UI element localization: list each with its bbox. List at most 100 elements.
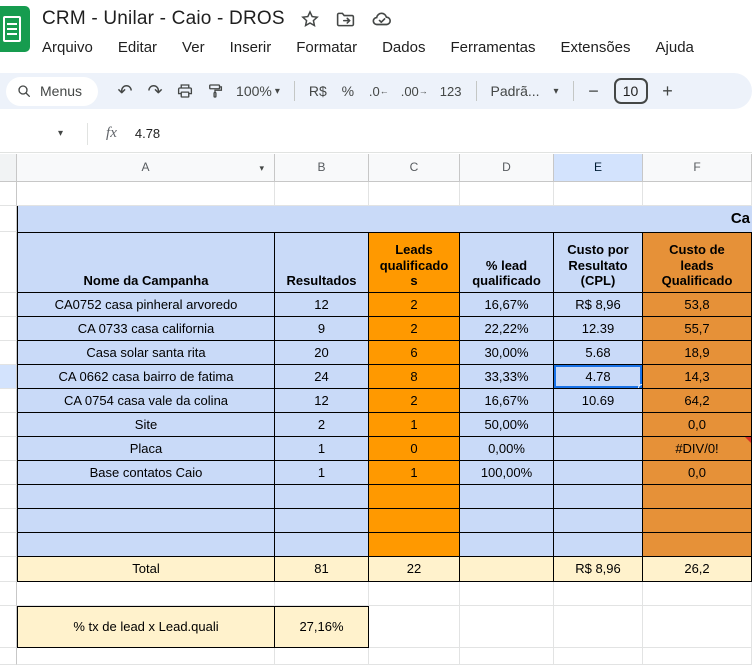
- cell[interactable]: [460, 648, 554, 665]
- cell[interactable]: R$ 8,96: [554, 293, 643, 317]
- row-header[interactable]: [0, 533, 17, 557]
- cell[interactable]: 9: [275, 317, 369, 341]
- column-a-dropdown-icon[interactable]: ▾: [259, 163, 264, 173]
- selected-cell[interactable]: 4.78: [554, 365, 643, 389]
- cell[interactable]: 20: [275, 341, 369, 365]
- print-button[interactable]: [172, 78, 198, 104]
- decrease-font-size-button[interactable]: −: [588, 80, 599, 101]
- total-leads-cell[interactable]: 22: [369, 557, 460, 582]
- cell[interactable]: [554, 582, 643, 606]
- summary-value-cell[interactable]: 27,16%: [275, 606, 369, 648]
- cell[interactable]: [643, 582, 752, 606]
- cell[interactable]: 18,9: [643, 341, 752, 365]
- paint-format-button[interactable]: [202, 78, 228, 104]
- font-select[interactable]: Padrã... ▾: [490, 83, 559, 99]
- cell[interactable]: [643, 648, 752, 665]
- cell[interactable]: 2: [369, 293, 460, 317]
- column-header-e[interactable]: E: [554, 154, 643, 182]
- total-cpl-cell[interactable]: R$ 8,96: [554, 557, 643, 582]
- cell[interactable]: 22,22%: [460, 317, 554, 341]
- cell[interactable]: 2: [369, 317, 460, 341]
- header-leads-qualificados[interactable]: Leads qualificado s: [369, 232, 460, 293]
- select-all-corner[interactable]: [0, 154, 17, 182]
- menu-formatar[interactable]: Formatar: [296, 39, 358, 56]
- header-custo-leads[interactable]: Custo de leads Qualificado: [643, 232, 752, 293]
- cell[interactable]: [460, 182, 554, 206]
- cell[interactable]: [369, 606, 460, 648]
- header-nome-campanha[interactable]: Nome da Campanha: [17, 232, 275, 293]
- column-header-a[interactable]: A ▾: [17, 154, 275, 182]
- row-header[interactable]: [0, 413, 17, 437]
- fill-handle[interactable]: [638, 384, 642, 388]
- cell[interactable]: 24: [275, 365, 369, 389]
- total-resultados-cell[interactable]: 81: [275, 557, 369, 582]
- cell[interactable]: 55,7: [643, 317, 752, 341]
- cell[interactable]: 5.68: [554, 341, 643, 365]
- menu-ajuda[interactable]: Ajuda: [655, 39, 694, 56]
- cell[interactable]: Site: [17, 413, 275, 437]
- cell[interactable]: [460, 509, 554, 533]
- cell[interactable]: [460, 485, 554, 509]
- header-resultados[interactable]: Resultados: [275, 232, 369, 293]
- redo-button[interactable]: ↷: [147, 81, 163, 101]
- summary-label-cell[interactable]: % tx de lead x Lead.quali: [17, 606, 275, 648]
- row-header[interactable]: [0, 461, 17, 485]
- cell[interactable]: 1: [369, 413, 460, 437]
- cell[interactable]: [554, 509, 643, 533]
- cell[interactable]: CA 0754 casa vale da colina: [17, 389, 275, 413]
- cell[interactable]: [554, 648, 643, 665]
- cell[interactable]: [554, 437, 643, 461]
- error-cell[interactable]: #DIV/0!: [643, 437, 752, 461]
- format-percent-button[interactable]: %: [341, 83, 355, 99]
- row-header[interactable]: [0, 293, 17, 317]
- column-header-f[interactable]: F: [643, 154, 752, 182]
- decrease-decimals-button[interactable]: .0 ←: [368, 83, 389, 99]
- menu-editar[interactable]: Editar: [117, 39, 158, 56]
- cell[interactable]: [554, 606, 643, 648]
- row-header[interactable]: [0, 182, 17, 206]
- cell[interactable]: 33,33%: [460, 365, 554, 389]
- cell[interactable]: 1: [275, 461, 369, 485]
- cloud-saved-icon[interactable]: [371, 8, 393, 30]
- cell[interactable]: [460, 606, 554, 648]
- cell[interactable]: [369, 533, 460, 557]
- cell[interactable]: [275, 648, 369, 665]
- row-header[interactable]: [0, 437, 17, 461]
- cell[interactable]: [17, 485, 275, 509]
- cell[interactable]: [17, 648, 275, 665]
- cell[interactable]: [17, 509, 275, 533]
- document-title[interactable]: CRM - Unilar - Caio - DROS: [42, 8, 285, 29]
- cell[interactable]: 64,2: [643, 389, 752, 413]
- column-header-d[interactable]: D: [460, 154, 554, 182]
- cell[interactable]: 0,00%: [460, 437, 554, 461]
- cell[interactable]: 1: [275, 437, 369, 461]
- row-header[interactable]: [0, 648, 17, 665]
- name-box-caret-icon[interactable]: ▾: [58, 128, 64, 139]
- cell[interactable]: [275, 533, 369, 557]
- row-header[interactable]: [0, 206, 17, 232]
- increase-font-size-button[interactable]: +: [662, 80, 673, 101]
- header-cpl[interactable]: Custo por Resultato (CPL): [554, 232, 643, 293]
- cell[interactable]: [369, 485, 460, 509]
- total-pct-cell[interactable]: [460, 557, 554, 582]
- row-header[interactable]: [0, 485, 17, 509]
- cell[interactable]: Casa solar santa rita: [17, 341, 275, 365]
- cell[interactable]: 16,67%: [460, 293, 554, 317]
- row-header[interactable]: [0, 509, 17, 533]
- cell[interactable]: Placa: [17, 437, 275, 461]
- row-header[interactable]: [0, 606, 17, 648]
- cell[interactable]: 100,00%: [460, 461, 554, 485]
- row-header[interactable]: [0, 317, 17, 341]
- cell[interactable]: [554, 413, 643, 437]
- cell[interactable]: [643, 485, 752, 509]
- menu-arquivo[interactable]: Arquivo: [42, 39, 93, 56]
- row-header[interactable]: [0, 389, 17, 413]
- cell[interactable]: [17, 582, 275, 606]
- row-header[interactable]: [0, 232, 17, 293]
- column-header-c[interactable]: C: [369, 154, 460, 182]
- sheets-logo-icon[interactable]: [0, 6, 30, 52]
- menu-extensoes[interactable]: Extensões: [560, 39, 631, 56]
- cell[interactable]: 12: [275, 293, 369, 317]
- cell[interactable]: [643, 182, 752, 206]
- cell[interactable]: 0,0: [643, 461, 752, 485]
